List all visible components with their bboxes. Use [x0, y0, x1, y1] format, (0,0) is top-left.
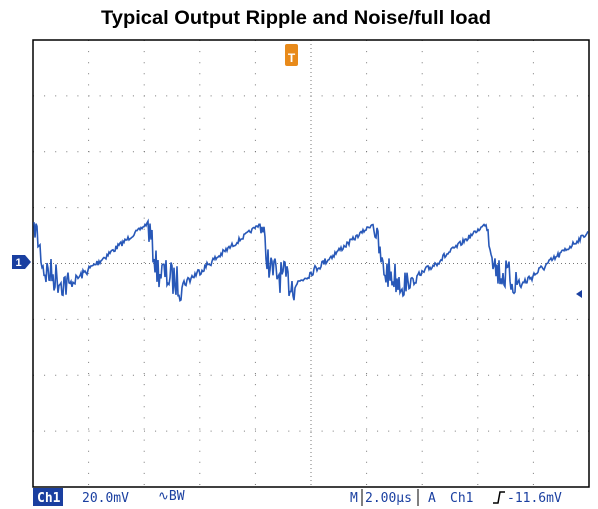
trigger-marker	[285, 44, 298, 66]
channel-marker-label: 1	[15, 257, 21, 269]
status-trigger-mode: A	[428, 491, 436, 506]
channel-marker	[12, 255, 25, 269]
title: Typical Output Ripple and Noise/full loa…	[101, 8, 491, 29]
status-scale: 20.0mV	[82, 491, 129, 506]
status-trigger-source: Ch1	[450, 491, 473, 506]
status-timebase-prefix: M	[350, 491, 358, 506]
screen-border	[32, 39, 590, 488]
trigger-marker-label: T	[288, 51, 296, 65]
graticule	[33, 40, 589, 487]
waveform	[33, 218, 589, 302]
trigger-level-arrow	[576, 290, 582, 298]
status-timebase: 2.00µs	[365, 491, 412, 506]
channel-marker-arrow	[25, 255, 31, 269]
trigger-slope-icon	[493, 491, 505, 504]
status-bandwidth: ∿BW	[158, 489, 185, 504]
status-channel: Ch1	[37, 491, 61, 506]
channel-badge	[33, 488, 63, 506]
status-trigger-level: -11.6mV	[507, 491, 562, 506]
